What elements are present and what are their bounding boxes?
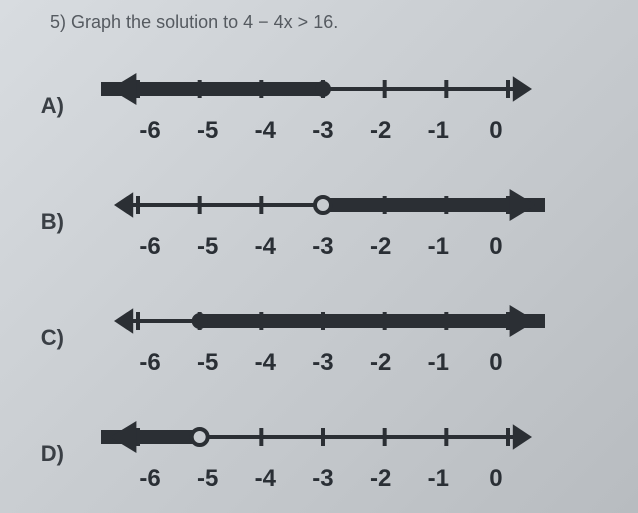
tick-label: -6 [130,117,170,145]
tick-label: 0 [476,117,516,145]
option-d[interactable]: D) -6 -5 -4 -3 -2 -1 0 [20,399,618,509]
option-label: D) [20,441,64,467]
question-body: Graph the solution to 4 − 4x > 16. [71,12,338,32]
option-label: B) [20,209,64,235]
tick-label: -1 [418,233,458,261]
tick-label: 0 [476,233,516,261]
tick-label: -2 [361,233,401,261]
tick-label: 0 [476,465,516,493]
tick-labels: -6 -5 -4 -3 -2 -1 0 [88,349,558,377]
number-line-a: -6 -5 -4 -3 -2 -1 0 [88,67,558,145]
tick-label: -3 [303,233,343,261]
question-text: 5) Graph the solution to 4 − 4x > 16. [50,12,618,33]
tick-labels: -6 -5 -4 -3 -2 -1 0 [88,233,558,261]
tick-label: -2 [361,117,401,145]
tick-label: -1 [418,117,458,145]
tick-label: -2 [361,465,401,493]
tick-labels: -6 -5 -4 -3 -2 -1 0 [88,465,558,493]
question-number: 5) [50,12,66,32]
option-c[interactable]: C) -6 -5 -4 -3 -2 -1 0 [20,283,618,393]
tick-label: -6 [130,233,170,261]
options-container: A) -6-5-4-3-2-10 B) -6-5-4-3-2-10 C) -6-… [20,51,618,509]
option-label: C) [20,325,64,351]
tick-label: -5 [188,233,228,261]
option-b[interactable]: B) -6 -5 -4 -3 -2 -1 0 [20,167,618,277]
tick-label: -6 [130,349,170,377]
number-line-d: -6 -5 -4 -3 -2 -1 0 [88,415,558,493]
number-line-b: -6 -5 -4 -3 -2 -1 0 [88,183,558,261]
tick-label: -3 [303,349,343,377]
number-line-c: -6 -5 -4 -3 -2 -1 0 [88,299,558,377]
tick-label: -4 [245,117,285,145]
tick-label: -3 [303,117,343,145]
tick-label: -6 [130,465,170,493]
tick-label: -2 [361,349,401,377]
tick-label: -5 [188,465,228,493]
tick-label: -4 [245,233,285,261]
tick-label: -5 [188,349,228,377]
tick-label: -5 [188,117,228,145]
tick-label: -4 [245,349,285,377]
tick-label: -1 [418,349,458,377]
option-label: A) [20,93,64,119]
tick-label: -1 [418,465,458,493]
option-a[interactable]: A) -6 -5 -4 -3 -2 -1 0 [20,51,618,161]
tick-label: -4 [245,465,285,493]
tick-labels: -6 -5 -4 -3 -2 -1 0 [88,117,558,145]
tick-label: 0 [476,349,516,377]
tick-label: -3 [303,465,343,493]
